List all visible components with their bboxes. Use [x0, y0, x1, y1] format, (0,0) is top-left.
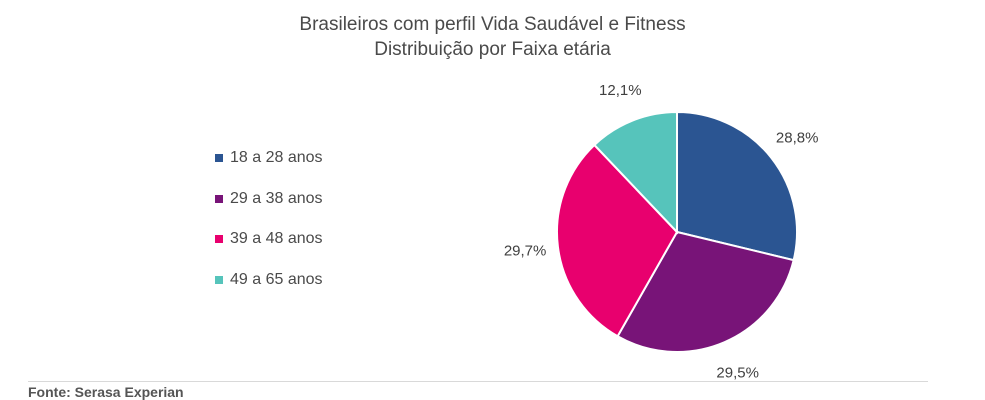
legend-swatch-1 — [215, 194, 223, 203]
legend-label-1: 29 a 38 anos — [230, 189, 323, 207]
pie-labels: 28,8% 29,5% 29,7% 12,1% — [504, 82, 819, 381]
legend: 18 a 28 anos 29 a 38 anos 39 a 48 anos 4… — [215, 148, 323, 310]
legend-label-3: 49 a 65 anos — [230, 270, 323, 288]
legend-label-2: 39 a 48 anos — [230, 230, 323, 247]
pie-slice-1 — [616, 230, 795, 354]
legend-item-1: 29 a 38 anos — [215, 189, 323, 209]
pie-slice-3 — [592, 110, 678, 235]
chart-title-block: Brasileiros com perfil Vida Saudável e F… — [0, 12, 985, 62]
legend-item-0: 18 a 28 anos — [215, 148, 323, 168]
divider — [28, 381, 928, 382]
pie-label-3: 12,1% — [599, 82, 642, 99]
legend-label-0: 18 a 28 anos — [230, 149, 323, 166]
pie-label-1: 29,5% — [716, 364, 759, 381]
pie-label-0: 28,8% — [776, 129, 819, 146]
chart-subtitle: Distribuição por Faixa etária — [374, 39, 611, 60]
legend-swatch-0 — [215, 154, 223, 162]
legend-swatch-2 — [215, 235, 223, 243]
legend-item-2: 39 a 48 anos — [215, 229, 323, 249]
pie-label-2: 29,7% — [504, 242, 547, 259]
source-note: Fonte: Serasa Experian — [28, 384, 184, 400]
legend-swatch-3 — [215, 275, 223, 284]
pie-slice-2 — [556, 143, 679, 338]
pie-slice-0 — [676, 110, 798, 262]
legend-item-3: 49 a 65 anos — [215, 270, 323, 290]
chart-title: Brasileiros com perfil Vida Saudável e F… — [299, 14, 686, 35]
pie-slices — [556, 110, 798, 354]
